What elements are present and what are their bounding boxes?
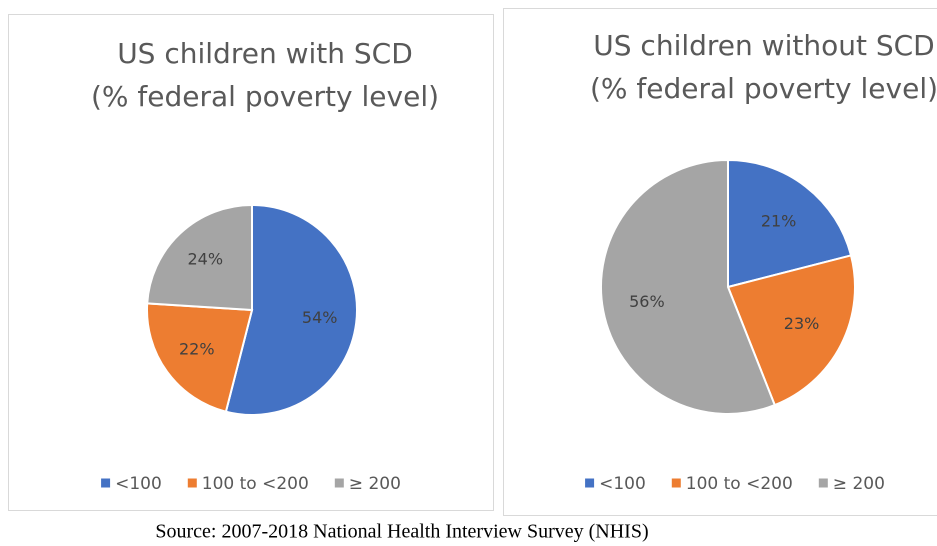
pie-slice [146,203,253,312]
legend-swatch [671,478,681,488]
pie-slice [146,302,254,413]
chart-subtitle: (% federal poverty level) [91,80,439,113]
legend-swatch [585,478,595,488]
pie-slice [224,203,358,416]
legend-label: <100 [115,474,162,494]
pie-slice [727,158,853,289]
chart-title: US children with SCD [117,37,413,70]
legend-label: 100 to <200 [202,474,309,494]
value-label: 54% [302,308,338,327]
legend-swatch [101,478,111,488]
value-label: 21% [761,211,797,230]
value-label: 56% [629,292,665,311]
legend-swatch [187,478,197,488]
legend-swatch [818,478,828,488]
legend-label: ≥ 200 [349,474,401,494]
legend-label: 100 to <200 [686,474,793,494]
pie-slice [600,158,777,415]
value-label: 23% [784,314,820,333]
source: Source: 2007-2018 National Health Interv… [155,521,648,543]
pie-slice [726,254,856,407]
legend-swatch [334,478,344,488]
chart-title: US children without SCD [593,29,934,62]
legend-label: <100 [599,474,646,494]
value-label: 22% [179,340,215,359]
legend-label: ≥ 200 [833,474,885,494]
chart-subtitle: (% federal poverty level) [590,72,937,105]
value-label: 24% [187,250,223,269]
